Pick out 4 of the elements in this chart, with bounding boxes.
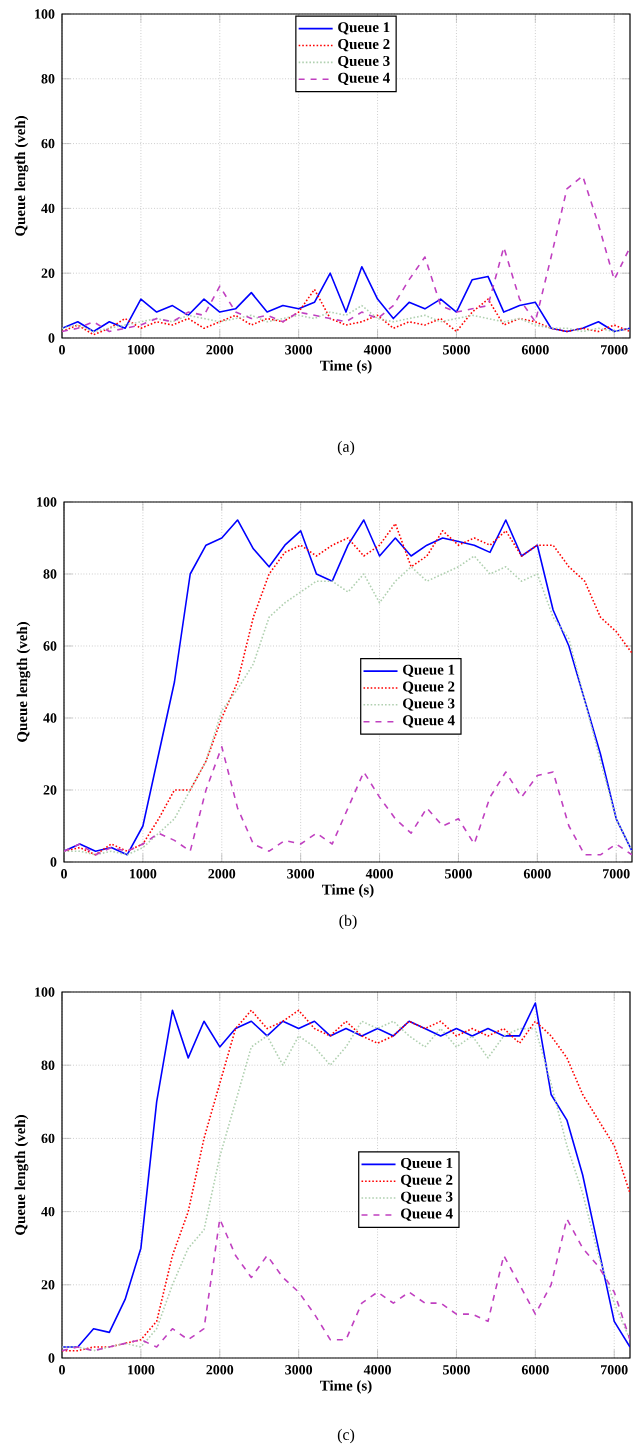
- line-series: [62, 1218, 630, 1352]
- line-series: [62, 265, 630, 333]
- line-series: [62, 288, 630, 336]
- line-series: [64, 745, 632, 856]
